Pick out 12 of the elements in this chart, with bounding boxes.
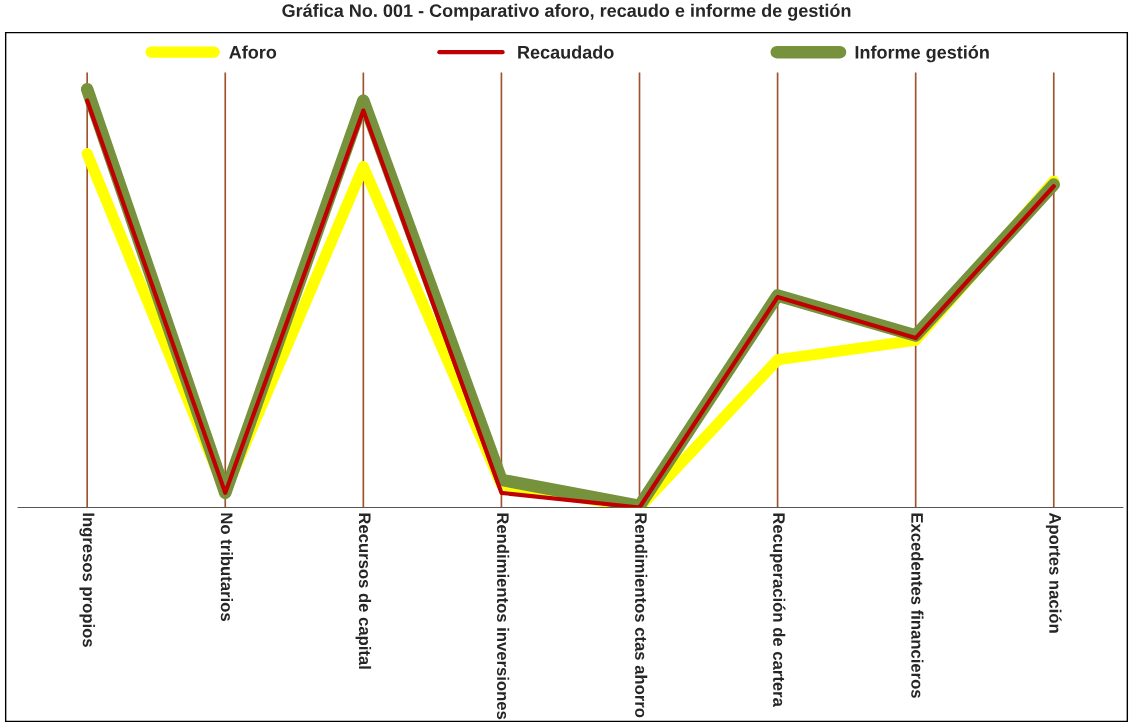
chart-title: Gráfica No. 001 - Comparativo aforo, recaudo e informe de gestión <box>282 3 851 21</box>
x-tick-label: Ingresos propios <box>79 513 95 647</box>
x-tick-label: Recuperación de cartera <box>769 513 786 707</box>
x-tick-label: Rendimientos ctas ahorro <box>635 513 648 718</box>
legend-label: Recaudado <box>518 45 614 59</box>
x-tick-label: Aportes nación <box>1045 512 1062 633</box>
x-tick-label: No tributarios <box>220 513 234 621</box>
x-tick-label: Recursos de capital <box>355 513 372 669</box>
x-tick-label: Excedentes financieros <box>911 513 924 698</box>
x-tick-label: Rendimientos inversiones <box>496 513 510 720</box>
legend-label: Aforo <box>229 45 277 59</box>
legend-label: Informe gestión <box>855 45 989 63</box>
